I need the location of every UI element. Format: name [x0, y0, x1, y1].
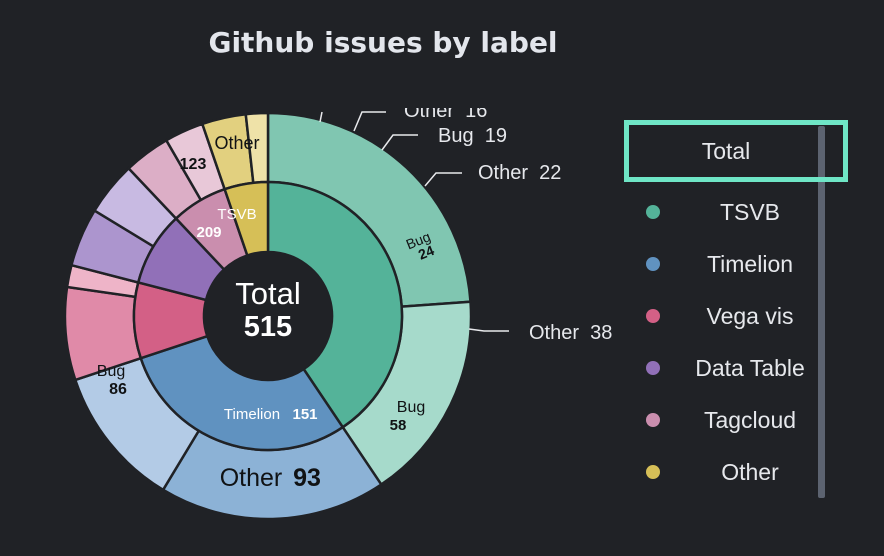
legend-item-data-table[interactable]: Data Table — [620, 348, 820, 388]
legend-item-vega-vis[interactable]: Vega vis — [620, 296, 820, 336]
center-value: 515 — [244, 311, 292, 343]
legend-label: Tagcloud — [703, 406, 797, 433]
leader-line-datatable-other — [424, 172, 462, 187]
label-tsvb-bug-value: 86 — [109, 381, 127, 398]
legend-item-timelion[interactable]: Timelion — [620, 244, 820, 284]
legend-item-tsvb[interactable]: TSVB — [620, 192, 820, 232]
leader-line-tagcloud-other — [353, 111, 386, 132]
label-timelion-bug-name: Bug — [397, 399, 425, 416]
legend-label: TSVB — [719, 198, 781, 225]
legend-item-total[interactable]: Total — [624, 120, 848, 182]
legend: Total TSVB Timelion Vega vis Data Table Tagc… — [620, 120, 848, 500]
center-hole — [204, 252, 332, 380]
label-tagcloud-bug: Bug 19 — [438, 125, 507, 147]
legend-swatch — [646, 465, 660, 479]
label-tsvb-inner-name: TSVB — [217, 206, 256, 223]
label-datatable-bug-value: 24 — [416, 242, 437, 263]
legend-swatch — [646, 413, 660, 427]
label-timelion-inner-value: 151 — [292, 406, 317, 423]
legend-scrollbar[interactable] — [818, 126, 825, 498]
label-timelion-bug-value: 58 — [390, 417, 407, 434]
legend-label: Other — [721, 458, 779, 485]
leader-lines — [319, 111, 509, 332]
label-tsvb-other-value: 123 — [180, 156, 207, 173]
chart-title: Github issues by label — [208, 26, 558, 59]
legend-label: Timelion — [706, 250, 794, 277]
label-vega-other: Other 38 — [529, 322, 612, 344]
leader-line-tagcloud-bug — [381, 134, 418, 151]
label-tsvb-inner-value: 209 — [196, 224, 221, 241]
sunburst-chart: Total 515 TSVB 209 Timelion 151 Other 12… — [63, 100, 612, 521]
label-tsvb-bug-name: Bug — [97, 363, 125, 380]
legend-item-other[interactable]: Other — [620, 452, 820, 492]
label-tsvb-other-name: Other — [214, 133, 259, 153]
chart-clip: Total 515 TSVB 209 Timelion 151 Other 12… — [63, 100, 612, 521]
legend-swatch — [646, 309, 660, 323]
label-datatable-other: Other 22 — [478, 162, 561, 184]
leader-line-vega-other — [468, 328, 509, 332]
legend-swatch — [646, 205, 660, 219]
legend-total-label: Total — [701, 137, 751, 164]
inner-ring — [132, 180, 404, 452]
center-label: Total — [235, 276, 300, 311]
legend-label: Data Table — [695, 354, 805, 381]
label-timelion-inner-name: Timelion — [224, 406, 280, 423]
label-timelion-other-name: Other — [220, 464, 283, 492]
legend-swatch — [646, 361, 660, 375]
label-timelion-other-value: 93 — [293, 464, 321, 492]
legend-label: Vega vis — [706, 302, 794, 329]
legend-item-tagcloud[interactable]: Tagcloud — [620, 400, 820, 440]
label-tagcloud-other: Other 16 — [404, 100, 487, 122]
leader-line-other — [319, 111, 323, 123]
legend-swatch — [646, 257, 660, 271]
